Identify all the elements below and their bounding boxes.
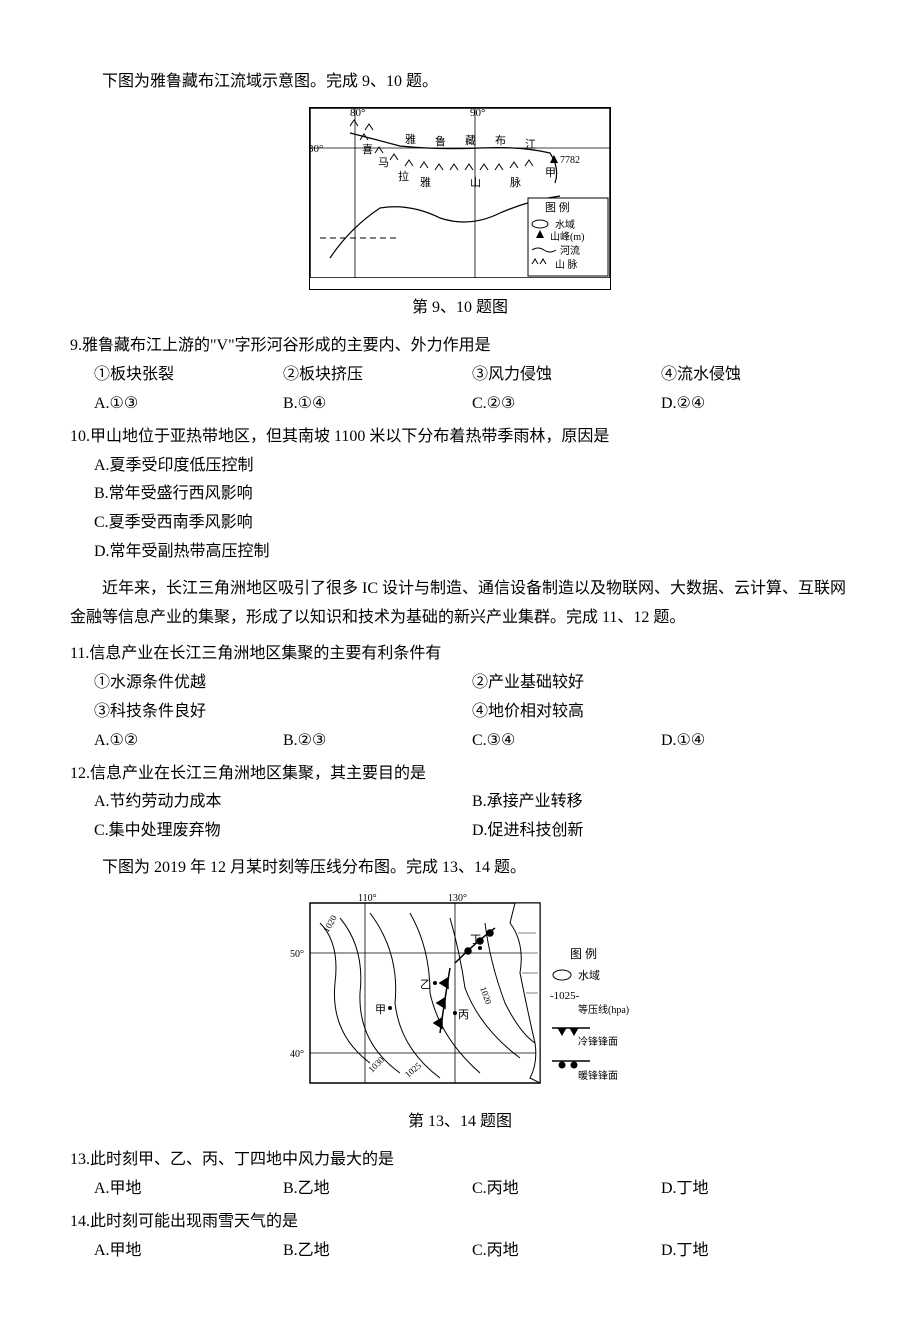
svg-text:雅: 雅 [405,132,416,146]
svg-text:鲁: 鲁 [435,134,446,148]
question-10: 10.甲山地位于亚热带地区，但其南坡 1100 米以下分布着热带季雨林，原因是 … [70,423,850,567]
q12-option-c: C.集中处理废弃物 [94,817,472,846]
q9-option-a: A.①③ [94,390,283,419]
figure-9-10-caption: 第 9、10 题图 [70,294,850,323]
svg-text:丁: 丁 [470,934,481,946]
intro-13-14: 下图为 2019 年 12 月某时刻等压线分布图。完成 13、14 题。 [70,854,850,883]
q11-item-1: ①水源条件优越 [94,669,472,698]
svg-text:山峰(m): 山峰(m) [550,231,584,243]
svg-text:-1025-: -1025- [550,990,580,1002]
svg-text:甲: 甲 [375,1004,386,1016]
q14-option-a: A.甲地 [94,1237,283,1266]
svg-text:布: 布 [495,134,506,147]
q12-option-a: A.节约劳动力成本 [94,788,472,817]
svg-text:110°: 110° [358,893,377,904]
q13-option-b: B.乙地 [283,1175,472,1204]
q9-option-d: D.②④ [661,390,850,419]
question-14: 14.此时刻可能出现雨雪天气的是 A.甲地 B.乙地 C.丙地 D.丁地 [70,1208,850,1266]
svg-text:90°: 90° [470,108,485,119]
q11-option-d: D.①④ [661,727,850,756]
svg-text:乙: 乙 [420,978,431,991]
svg-text:喜: 喜 [362,143,373,156]
q10-option-c: C.夏季受西南季风影响 [94,509,850,538]
q11-option-a: A.①② [94,727,283,756]
q14-option-d: D.丁地 [661,1237,850,1266]
svg-text:河流: 河流 [560,244,580,257]
figure-13-14: 110° 130° 50° 40° 1020 1030 1025 1020 [70,893,850,1137]
svg-text:水域: 水域 [578,969,600,982]
svg-text:暖锋锋面: 暖锋锋面 [578,1069,618,1082]
intro-11-12: 近年来，长江三角洲地区吸引了很多 IC 设计与制造、通信设备制造以及物联网、大数… [70,575,850,633]
q12-option-d: D.促进科技创新 [472,817,850,846]
svg-text:雅: 雅 [420,175,431,189]
svg-text:山: 山 [470,176,481,189]
q9-option-b: B.①④ [283,390,472,419]
q9-option-c: C.②③ [472,390,661,419]
q13-option-d: D.丁地 [661,1175,850,1204]
svg-text:50°: 50° [290,949,304,960]
q13-option-a: A.甲地 [94,1175,283,1204]
svg-text:拉: 拉 [398,169,409,183]
svg-text:马: 马 [378,156,389,169]
q13-stem: 13.此时刻甲、乙、丙、丁四地中风力最大的是 [70,1146,850,1175]
q11-stem: 11.信息产业在长江三角洲地区集聚的主要有利条件有 [70,640,850,669]
svg-text:图 例: 图 例 [545,200,570,214]
svg-text:山 脉: 山 脉 [555,258,578,271]
question-9: 9.雅鲁藏布江上游的"V"字形河谷形成的主要内、外力作用是 ①板块张裂 ②板块挤… [70,332,850,418]
q12-option-b: B.承接产业转移 [472,788,850,817]
svg-text:等压线(hpa): 等压线(hpa) [578,1003,629,1016]
q11-option-b: B.②③ [283,727,472,756]
svg-text:80°: 80° [350,108,365,119]
q11-item-2: ②产业基础较好 [472,669,850,698]
q14-stem: 14.此时刻可能出现雨雪天气的是 [70,1208,850,1237]
svg-text:丙: 丙 [458,1009,469,1021]
q10-option-a: A.夏季受印度低压控制 [94,452,850,481]
figure-9-10: 80° 90° 30° 雅 鲁 藏 布 江 喜 马 拉 雅 山 [70,107,850,323]
svg-text:江: 江 [525,138,536,151]
svg-text:40°: 40° [290,1049,304,1060]
svg-text:30°: 30° [310,143,323,155]
svg-text:130°: 130° [448,893,467,904]
q10-option-b: B.常年受盛行西风影响 [94,480,850,509]
q14-option-b: B.乙地 [283,1237,472,1266]
q10-stem: 10.甲山地位于亚热带地区，但其南坡 1100 米以下分布着热带季雨林，原因是 [70,423,850,452]
q9-item-2: ②板块挤压 [283,361,472,390]
question-12: 12.信息产业在长江三角洲地区集聚，其主要目的是 A.节约劳动力成本 B.承接产… [70,760,850,846]
q14-option-c: C.丙地 [472,1237,661,1266]
svg-text:藏: 藏 [465,134,476,147]
q9-stem: 9.雅鲁藏布江上游的"V"字形河谷形成的主要内、外力作用是 [70,332,850,361]
q9-item-4: ④流水侵蚀 [661,361,850,390]
svg-text:图 例: 图 例 [570,947,597,961]
question-11: 11.信息产业在长江三角洲地区集聚的主要有利条件有 ①水源条件优越 ②产业基础较… [70,640,850,755]
svg-text:甲: 甲 [545,167,556,179]
svg-text:水域: 水域 [555,218,575,231]
intro-9-10: 下图为雅鲁藏布江流域示意图。完成 9、10 题。 [70,68,850,97]
q9-item-1: ①板块张裂 [94,361,283,390]
q11-item-3: ③科技条件良好 [94,698,472,727]
q11-item-4: ④地价相对较高 [472,698,850,727]
svg-text:脉: 脉 [510,175,521,189]
q12-stem: 12.信息产业在长江三角洲地区集聚，其主要目的是 [70,760,850,789]
svg-text:7782: 7782 [560,155,580,166]
q9-item-3: ③风力侵蚀 [472,361,661,390]
figure-13-14-caption: 第 13、14 题图 [70,1108,850,1137]
q10-option-d: D.常年受副热带高压控制 [94,538,850,567]
question-13: 13.此时刻甲、乙、丙、丁四地中风力最大的是 A.甲地 B.乙地 C.丙地 D.… [70,1146,850,1204]
svg-text:冷锋锋面: 冷锋锋面 [578,1035,618,1048]
q13-option-c: C.丙地 [472,1175,661,1204]
q11-option-c: C.③④ [472,727,661,756]
